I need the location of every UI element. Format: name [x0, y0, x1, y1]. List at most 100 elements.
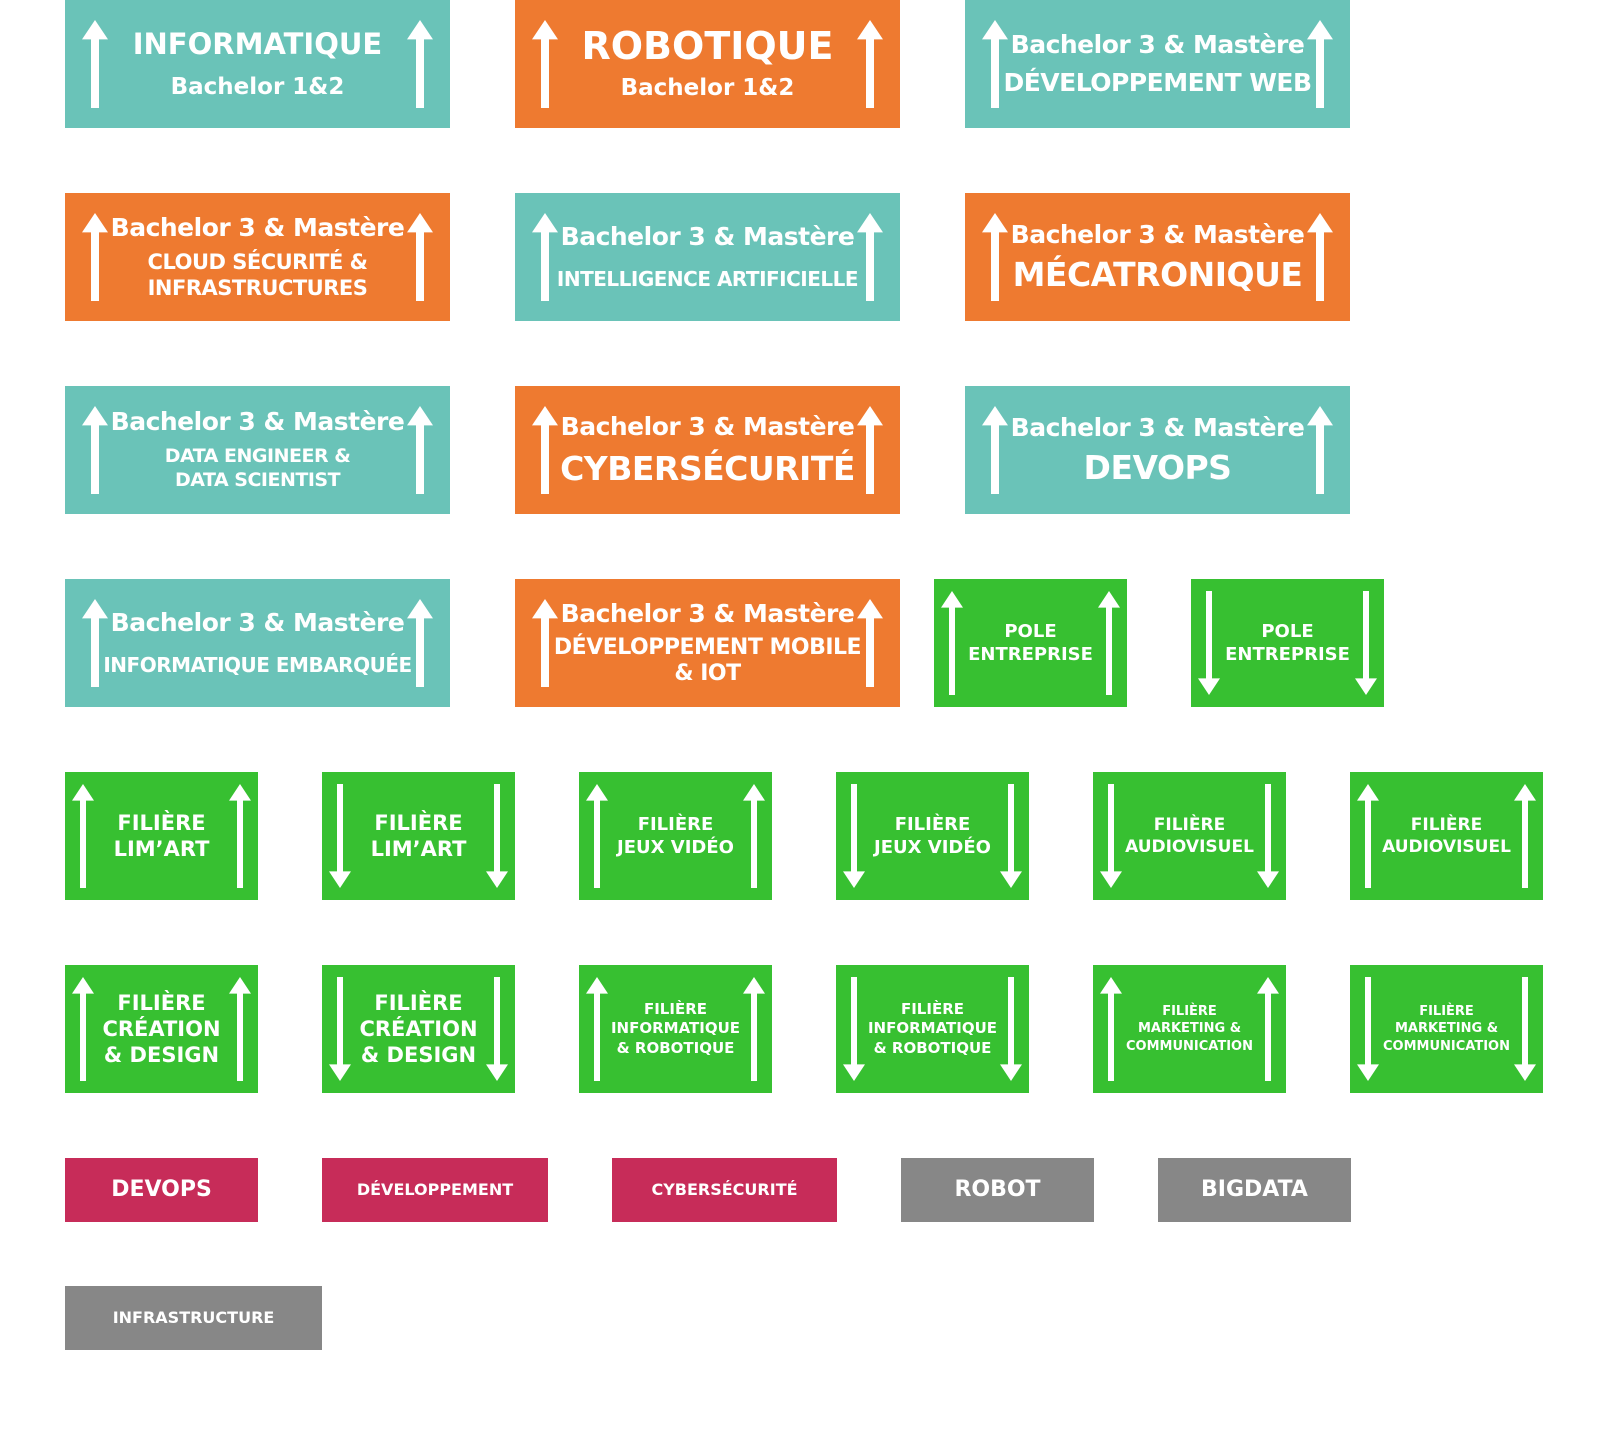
sign-robotique-bachelor-1-2: ROBOTIQUE Bachelor 1&2 — [515, 0, 900, 128]
sign-line-2: AUDIOVISUEL — [1382, 837, 1511, 857]
arrow-up-icon — [1307, 406, 1333, 494]
sign-line-2: JEUX VIDÉO — [617, 837, 734, 858]
arrow-down-icon — [1100, 784, 1122, 888]
arrow-up-icon — [72, 977, 94, 1081]
arrow-up-icon — [72, 784, 94, 888]
arrow-down-icon — [1357, 977, 1379, 1081]
arrow-down-icon — [329, 977, 351, 1081]
sign-filiere-audiovisuel-up: FILIÈRE AUDIOVISUEL — [1350, 772, 1543, 900]
sign-level: Bachelor 3 & Mastère — [560, 412, 855, 442]
arrow-down-icon — [1257, 784, 1279, 888]
sign-filiere-jeux-video-up: FILIÈRE JEUX VIDÉO — [579, 772, 772, 900]
sign-line-3: & DESIGN — [103, 1043, 220, 1068]
sign-level: Bachelor 3 & Mastère — [110, 212, 405, 242]
arrow-down-icon — [1000, 977, 1022, 1081]
sign-filiere-jeux-video-down: FILIÈRE JEUX VIDÉO — [836, 772, 1029, 900]
sign-line-2: INFORMATIQUE — [867, 1019, 998, 1038]
sign-level: Bachelor 3 & Mastère — [110, 608, 405, 637]
sign-title: ROBOTIQUE — [581, 24, 834, 69]
arrow-down-icon — [1355, 591, 1377, 695]
tag-label: ROBOT — [954, 1176, 1041, 1202]
sign-title-line-2: DATA SCIENTIST — [174, 469, 341, 491]
tag-label: DÉVELOPPEMENT — [356, 1179, 514, 1199]
sign-line-1: POLE — [1261, 620, 1314, 642]
arrow-up-icon — [82, 213, 108, 301]
arrow-up-icon — [229, 784, 251, 888]
sign-devops: Bachelor 3 & Mastère DEVOPS — [965, 386, 1350, 514]
arrow-up-icon — [941, 591, 963, 695]
arrow-up-icon — [586, 977, 608, 1081]
sign-line-2: LIM’ART — [113, 837, 210, 861]
arrow-down-icon — [843, 784, 865, 888]
sign-line-1: FILIÈRE — [374, 810, 463, 835]
sign-line-1: FILIÈRE — [1162, 1003, 1217, 1019]
sign-line-3: & ROBOTIQUE — [616, 1038, 735, 1057]
sign-line-2: CRÉATION — [359, 1016, 478, 1041]
arrow-down-icon — [486, 784, 508, 888]
sign-line-2: MARKETING & — [1394, 1021, 1499, 1037]
arrow-up-icon — [982, 213, 1008, 301]
arrow-down-icon — [1000, 784, 1022, 888]
arrow-up-icon — [407, 406, 433, 494]
sign-filiere-limart-down: FILIÈRE LIM’ART — [322, 772, 515, 900]
sign-line-3: COMMUNICATION — [1383, 1038, 1510, 1054]
sign-level: Bachelor 3 & Mastère — [1010, 220, 1305, 250]
sign-filiere-marketing-communication-up: FILIÈRE MARKETING & COMMUNICATION — [1093, 965, 1286, 1093]
sign-line-1: FILIÈRE — [643, 999, 707, 1018]
sign-level: Bachelor 3 & Mastère — [560, 222, 855, 251]
sign-level: Bachelor 3 & Mastère — [560, 598, 855, 628]
sign-title: DÉVELOPPEMENT WEB — [1003, 68, 1312, 97]
tag-devops: DEVOPS — [65, 1158, 258, 1222]
sign-line-3: & ROBOTIQUE — [873, 1038, 992, 1057]
arrow-up-icon — [82, 406, 108, 494]
sign-line-2: ENTREPRISE — [1225, 644, 1350, 665]
sign-filiere-limart-up: FILIÈRE LIM’ART — [65, 772, 258, 900]
sign-filiere-audiovisuel-down: FILIÈRE AUDIOVISUEL — [1093, 772, 1286, 900]
sign-mecatronique: Bachelor 3 & Mastère MÉCATRONIQUE — [965, 193, 1350, 321]
sign-line-1: FILIÈRE — [1153, 814, 1226, 835]
arrow-up-icon — [407, 213, 433, 301]
arrow-down-icon — [1198, 591, 1220, 695]
sign-title: INFORMATIQUE EMBARQUÉE — [103, 653, 412, 677]
arrow-up-icon — [857, 406, 883, 494]
tag-label: BIGDATA — [1201, 1176, 1308, 1202]
arrow-up-icon — [982, 406, 1008, 494]
sign-line-2: JEUX VIDÉO — [874, 837, 991, 858]
sign-title: INTELLIGENCE ARTIFICIELLE — [556, 267, 859, 291]
arrow-up-icon — [82, 20, 108, 108]
sign-line-1: FILIÈRE — [900, 999, 964, 1018]
sign-line-3: & DESIGN — [360, 1043, 477, 1068]
arrow-up-icon — [743, 977, 765, 1081]
sign-developpement-mobile-iot: Bachelor 3 & Mastère DÉVELOPPEMENT MOBIL… — [515, 579, 900, 707]
tag-infrastructure: INFRASTRUCTURE — [65, 1286, 322, 1350]
arrow-up-icon — [1357, 784, 1379, 888]
tag-developpement: DÉVELOPPEMENT — [322, 1158, 548, 1222]
sign-filiere-creation-design-up: FILIÈRE CRÉATION & DESIGN — [65, 965, 258, 1093]
sign-level: Bachelor 3 & Mastère — [110, 407, 405, 437]
arrow-up-icon — [857, 599, 883, 687]
sign-line-2: LIM’ART — [370, 837, 467, 861]
sign-data-engineer-data-scientist: Bachelor 3 & Mastère DATA ENGINEER & DAT… — [65, 386, 450, 514]
arrow-up-icon — [532, 599, 558, 687]
sign-subtitle: Bachelor 1&2 — [620, 75, 795, 102]
sign-title-line-2: INFRASTRUCTURES — [147, 276, 368, 300]
sign-filiere-informatique-robotique-up: FILIÈRE INFORMATIQUE & ROBOTIQUE — [579, 965, 772, 1093]
sign-line-1: FILIÈRE — [637, 813, 714, 835]
sign-filiere-creation-design-down: FILIÈRE CRÉATION & DESIGN — [322, 965, 515, 1093]
sign-pole-entreprise-down: POLE ENTREPRISE — [1191, 579, 1384, 707]
arrow-up-icon — [1307, 213, 1333, 301]
sign-line-1: FILIÈRE — [117, 810, 206, 835]
tag-label: CYBERSÉCURITÉ — [651, 1179, 798, 1199]
arrow-up-icon — [743, 784, 765, 888]
arrow-up-icon — [1100, 977, 1122, 1081]
sign-line-3: COMMUNICATION — [1126, 1038, 1253, 1054]
sign-intelligence-artificielle: Bachelor 3 & Mastère INTELLIGENCE ARTIFI… — [515, 193, 900, 321]
sign-line-2: ENTREPRISE — [968, 644, 1093, 665]
sign-title-line-1: DATA ENGINEER & — [164, 445, 351, 468]
sign-line-1: FILIÈRE — [894, 813, 971, 835]
arrow-up-icon — [1307, 20, 1333, 108]
arrow-up-icon — [1257, 977, 1279, 1081]
arrow-up-icon — [857, 20, 883, 108]
arrow-up-icon — [1098, 591, 1120, 695]
sign-filiere-informatique-robotique-down: FILIÈRE INFORMATIQUE & ROBOTIQUE — [836, 965, 1029, 1093]
